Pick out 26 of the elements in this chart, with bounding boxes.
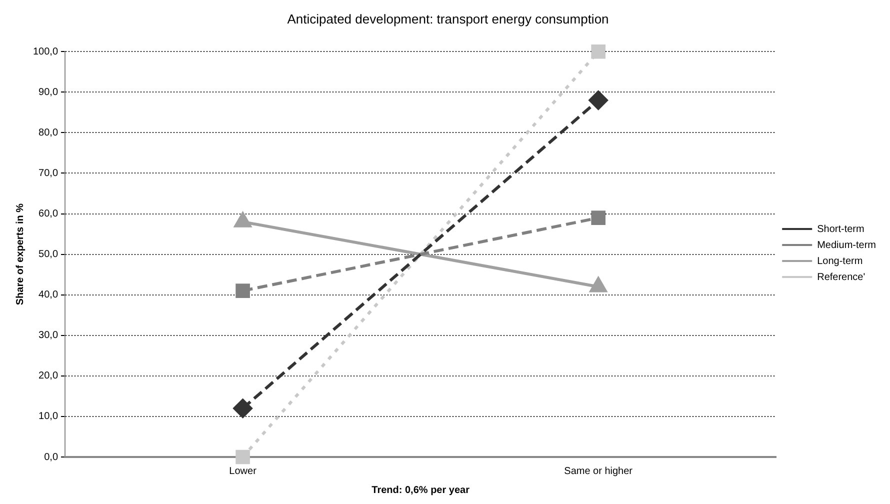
- y-tick-label: 30,0: [38, 330, 58, 342]
- point: [591, 210, 606, 225]
- y-tick-label: 50,0: [38, 249, 58, 260]
- y-tick-label: 10,0: [38, 411, 58, 422]
- y-tick-label: 40,0: [38, 290, 58, 301]
- y-tick-label: 100,0: [32, 46, 58, 58]
- y-tick-label: 80,0: [38, 127, 58, 138]
- y-tick-label: 70,0: [38, 168, 58, 179]
- chart-title: Anticipated development: transport energy consumption: [287, 11, 609, 26]
- y-tick-label: 20,0: [38, 370, 58, 382]
- legend-label: Medium-term: [817, 240, 876, 251]
- point: [236, 450, 250, 464]
- point: [236, 284, 250, 298]
- point: [588, 90, 608, 110]
- point: [591, 44, 606, 59]
- y-tick-label: 60,0: [38, 208, 58, 220]
- point: [233, 398, 252, 418]
- legend-label: Reference': [817, 272, 866, 283]
- legend-label: Short-term: [817, 224, 864, 235]
- x-tick-label: Lower: [229, 466, 258, 477]
- legend-label: Long-term: [817, 256, 863, 267]
- y-axis-title: Share of experts in %: [14, 203, 26, 306]
- x-tick-label: Same or higher: [564, 466, 634, 477]
- y-tick-label: 90,0: [38, 86, 58, 98]
- x-axis-title: Trend: 0,6% per year: [372, 484, 470, 496]
- y-tick-label: 0,0: [44, 452, 58, 463]
